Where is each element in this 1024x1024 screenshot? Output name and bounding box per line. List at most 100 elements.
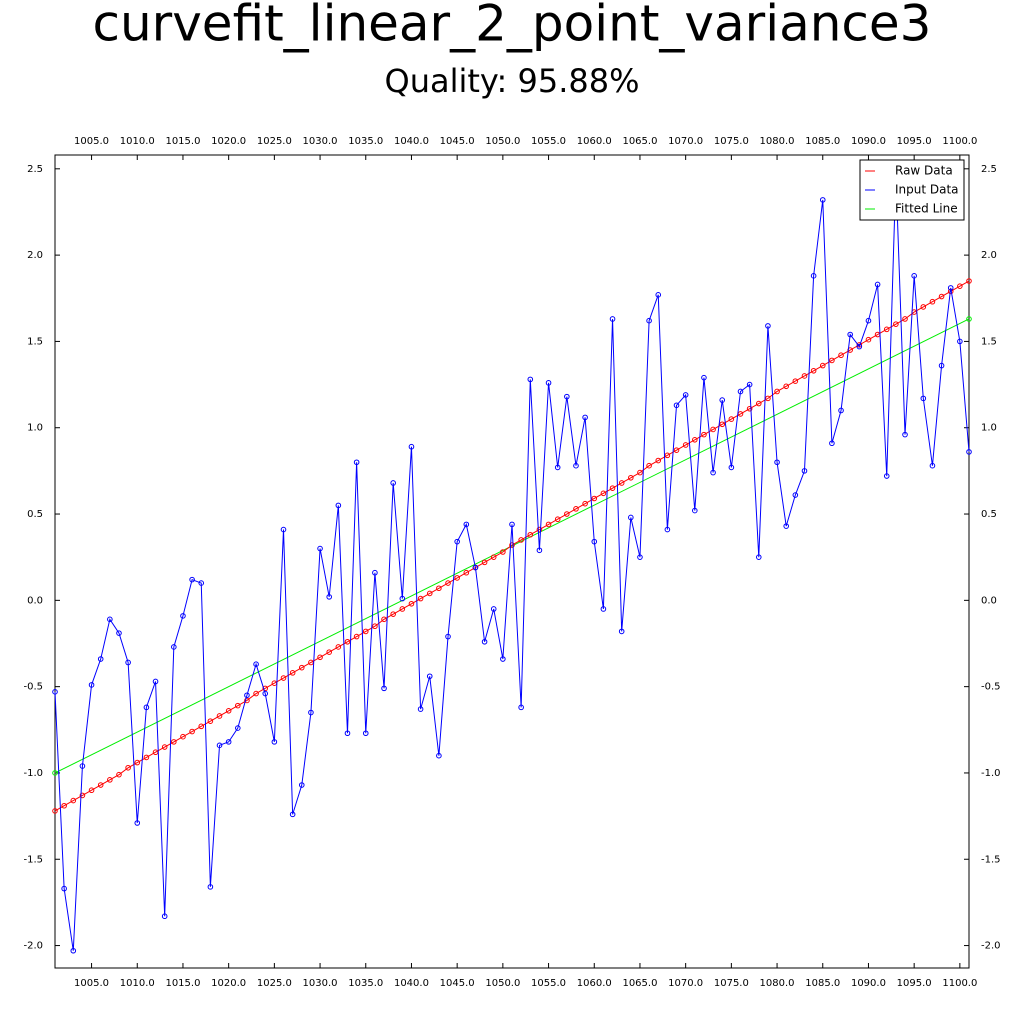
data-point [865,336,872,343]
data-point [957,283,963,289]
data-point [518,537,524,543]
data-point [445,580,451,586]
x-tick-label: 1100.0 [942,978,977,989]
data-point [600,490,607,497]
data-point [390,611,396,617]
data-point [682,392,689,398]
data-point [52,770,58,776]
data-point [161,744,168,750]
data-point [207,718,214,724]
data-point [637,469,643,476]
data-point [289,670,296,676]
data-point [545,521,552,528]
y-tick-label: -1.0 [981,768,1001,779]
data-point [362,628,369,635]
x-tick-label: 1075.0 [714,978,749,989]
data-point [417,706,424,712]
y-tick-label: 1.0 [27,423,43,434]
data-point [225,708,232,714]
data-point [810,273,817,279]
data-point [929,298,936,305]
y-tick-label: 2.0 [27,250,43,261]
data-point [655,457,662,464]
data-point [362,730,369,737]
data-point [609,485,616,491]
x-tick-label: 1080.0 [760,136,795,147]
data-point [481,559,488,566]
data-point [664,526,671,533]
x-tick-label: 1005.0 [74,978,109,989]
data-point [765,323,771,329]
data-point [765,395,771,402]
data-point [682,442,689,448]
x-tick-label: 1025.0 [257,136,292,147]
data-point [426,590,433,597]
data-point [801,373,808,379]
data-point [600,606,607,612]
data-point [728,416,735,422]
x-tick-label: 1090.0 [851,978,886,989]
y-tick-label: 2.5 [981,164,997,175]
x-tick-label: 1055.0 [531,978,566,989]
data-point [454,575,460,581]
y-tick-label: -0.5 [23,682,43,693]
data-point [874,281,881,288]
y-tick-label: 0.0 [27,595,43,606]
data-point [408,600,415,607]
data-point [189,728,195,735]
data-point [88,682,95,688]
data-point [152,678,159,685]
data-point [353,633,360,640]
legend-label: Raw Data [895,164,953,178]
data-point [88,787,95,794]
chart-title: curvefit_linear_2_point_variance3 [92,0,931,53]
data-point [838,352,844,359]
data-point [216,742,223,749]
data-point [244,697,250,704]
legend-label: Input Data [895,183,959,197]
data-point [966,316,972,322]
x-tick-label: 1010.0 [120,978,155,989]
x-tick-label: 1050.0 [485,136,520,147]
data-point [564,511,570,517]
data-point [692,507,698,514]
x-tick-label: 1050.0 [485,978,520,989]
x-tick-label: 1030.0 [303,978,338,989]
data-point [673,447,680,453]
data-point [52,808,58,814]
data-point [554,516,561,523]
data-point [143,704,150,711]
data-point [381,616,387,623]
data-point [134,759,141,766]
data-point [829,440,835,447]
data-point [116,771,122,778]
x-tick-label: 1005.0 [74,136,109,147]
data-point [591,538,598,545]
data-point [938,362,945,369]
data-point [189,576,195,583]
data-point [216,713,223,719]
data-point [966,278,972,284]
data-point [426,673,433,680]
y-tick-label: -1.5 [981,854,1001,865]
data-point [490,554,497,560]
data-point [61,885,67,892]
data-point [582,414,588,421]
data-point [408,443,415,450]
data-point [792,378,799,384]
x-tick-label: 1030.0 [303,136,338,147]
data-point [755,554,762,560]
data-point [381,685,387,692]
data-point [527,376,534,383]
data-point [719,421,726,428]
data-point [573,462,579,469]
x-tick-label: 1070.0 [668,978,703,989]
x-tick-label: 1040.0 [394,978,429,989]
data-point [746,381,753,388]
data-point [628,514,634,521]
x-tick-label: 1040.0 [394,136,429,147]
x-tick-label: 1015.0 [165,136,200,147]
y-tick-label: 0.5 [27,509,43,520]
data-point [856,343,863,350]
